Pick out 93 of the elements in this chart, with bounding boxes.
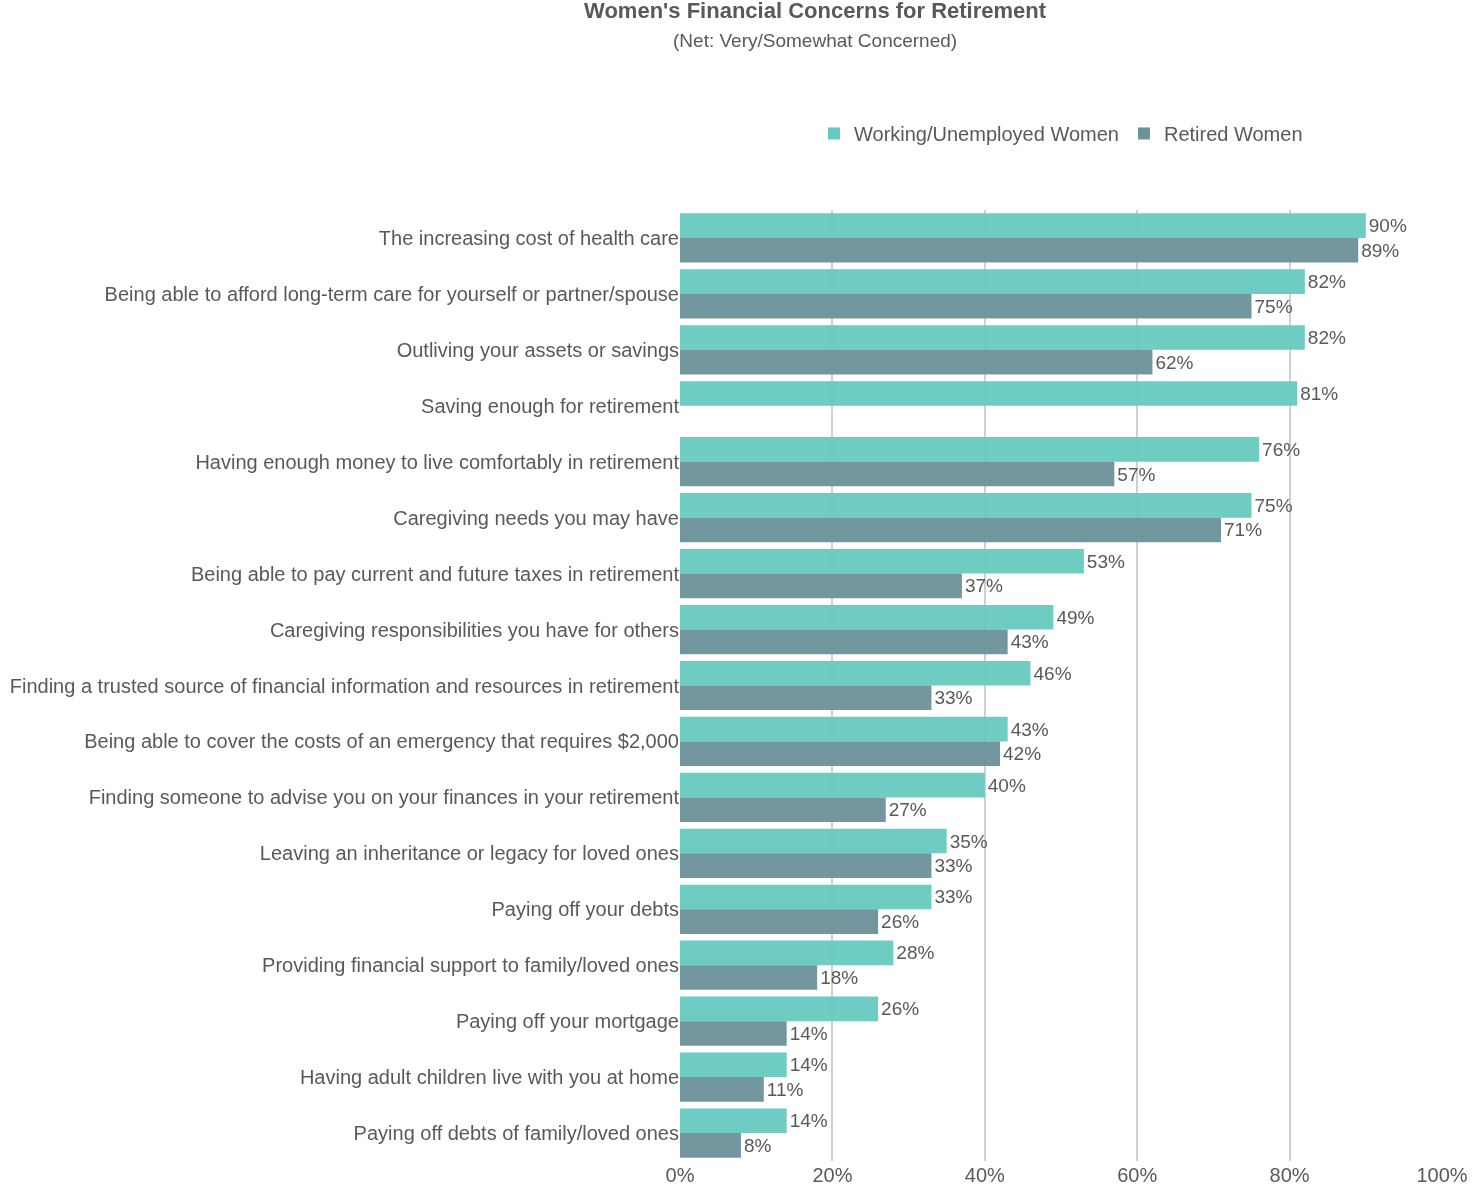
y-tick-label: Paying off your mortgage bbox=[455, 1010, 679, 1033]
bar bbox=[680, 604, 1054, 630]
data-label: 11% bbox=[766, 1078, 804, 1100]
bar bbox=[680, 1077, 764, 1102]
data-label: 75% bbox=[1254, 494, 1293, 516]
legend-label: Retired Women bbox=[1163, 123, 1303, 146]
bar bbox=[680, 716, 1008, 742]
data-label: 49% bbox=[1056, 606, 1095, 628]
data-label: 33% bbox=[934, 855, 973, 877]
data-label: 57% bbox=[1117, 463, 1156, 485]
data-label: 43% bbox=[1010, 718, 1049, 740]
data-label: 76% bbox=[1262, 438, 1301, 460]
bar bbox=[680, 213, 1366, 238]
bar bbox=[680, 293, 1252, 319]
bar bbox=[680, 437, 1260, 462]
y-tick-label: Leaving an inheritance or legacy for loved ones bbox=[259, 842, 679, 865]
bar bbox=[680, 517, 1222, 543]
bar bbox=[680, 772, 985, 798]
bar bbox=[680, 349, 1153, 375]
data-label: 14% bbox=[789, 1110, 828, 1132]
data-label: 75% bbox=[1254, 295, 1293, 317]
data-label: 53% bbox=[1086, 550, 1125, 572]
y-tick-label: Providing financial support to family/loved ones bbox=[262, 954, 679, 977]
bar bbox=[680, 237, 1359, 263]
bar bbox=[680, 493, 1252, 518]
x-tick-label: 0% bbox=[665, 1164, 695, 1186]
data-label: 28% bbox=[896, 942, 935, 964]
y-tick-label: Finding a trusted source of financial information and resources in retirement bbox=[9, 674, 680, 697]
data-label: 14% bbox=[789, 1054, 828, 1076]
bar bbox=[680, 1133, 741, 1158]
data-label: 33% bbox=[934, 687, 973, 709]
bar bbox=[680, 549, 1084, 574]
x-tick-label: 80% bbox=[1269, 1164, 1310, 1186]
bar bbox=[680, 1052, 787, 1078]
data-label: 18% bbox=[820, 967, 859, 989]
bar bbox=[680, 996, 879, 1022]
data-label: 43% bbox=[1010, 631, 1049, 653]
data-label: 27% bbox=[888, 799, 927, 821]
bar bbox=[680, 269, 1305, 294]
y-tick-label: Paying off your debts bbox=[491, 898, 679, 921]
bar bbox=[680, 685, 932, 711]
bar bbox=[680, 741, 1001, 767]
y-tick-label: Saving enough for retirement bbox=[421, 394, 680, 417]
data-label: 82% bbox=[1307, 271, 1346, 293]
bar bbox=[680, 325, 1305, 350]
data-label: 89% bbox=[1361, 239, 1400, 261]
bar bbox=[680, 909, 879, 934]
data-label: 14% bbox=[789, 1022, 828, 1044]
y-tick-label: Being able to afford long-term care for yourself or partner/spouse bbox=[104, 282, 679, 305]
data-label: 90% bbox=[1368, 215, 1407, 237]
x-tick-label: 60% bbox=[1117, 1164, 1158, 1186]
bar bbox=[680, 797, 886, 822]
bar bbox=[680, 573, 962, 599]
data-label: 62% bbox=[1155, 351, 1194, 373]
data-label: 82% bbox=[1307, 327, 1346, 349]
bar bbox=[680, 828, 947, 854]
y-tick-label: Being able to cover the costs of an emergency that requires $2,000 bbox=[84, 730, 679, 753]
y-tick-label: Having enough money to live comfortably in retirement bbox=[195, 450, 680, 473]
data-label: 42% bbox=[1003, 743, 1042, 765]
bar bbox=[680, 965, 818, 990]
bar bbox=[680, 660, 1031, 686]
bar bbox=[680, 1021, 787, 1046]
bar bbox=[680, 461, 1115, 487]
data-label: 46% bbox=[1033, 662, 1072, 684]
data-label: 26% bbox=[881, 998, 920, 1020]
legend-label: Working/Unemployed Women bbox=[854, 123, 1119, 146]
y-tick-label: Having adult children live with you at home bbox=[299, 1066, 679, 1089]
bar bbox=[680, 884, 932, 910]
y-tick-label: Being able to pay current and future taxes in retirement bbox=[190, 562, 680, 585]
chart-subtitle: (Net: Very/Somewhat Concerned) bbox=[673, 29, 958, 51]
bar bbox=[680, 629, 1008, 655]
y-tick-label: Paying off debts of family/loved ones bbox=[353, 1122, 679, 1145]
x-tick-label: 100% bbox=[1416, 1164, 1468, 1186]
data-label: 71% bbox=[1224, 519, 1263, 541]
chart-title: Women's Financial Concerns for Retirement bbox=[584, 0, 1047, 24]
data-label: 26% bbox=[881, 911, 920, 933]
data-label: 35% bbox=[949, 830, 988, 852]
data-label: 8% bbox=[743, 1134, 772, 1156]
bar bbox=[680, 940, 894, 966]
data-label: 81% bbox=[1300, 382, 1339, 404]
y-tick-label: The increasing cost of health care bbox=[378, 226, 679, 249]
bar bbox=[680, 381, 1298, 406]
y-tick-label: Outliving your assets or savings bbox=[396, 338, 679, 361]
y-tick-label: Finding someone to advise you on your finances in your retirement bbox=[88, 786, 680, 809]
bar bbox=[680, 1108, 787, 1134]
data-label: 37% bbox=[964, 575, 1004, 597]
y-tick-label: Caregiving needs you may have bbox=[393, 506, 679, 529]
data-label: 33% bbox=[934, 886, 973, 908]
y-tick-label: Caregiving responsibilities you have for others bbox=[269, 618, 679, 641]
bar bbox=[680, 853, 932, 878]
x-tick-label: 40% bbox=[964, 1164, 1006, 1186]
x-tick-label: 20% bbox=[812, 1164, 853, 1186]
data-label: 40% bbox=[987, 774, 1026, 796]
